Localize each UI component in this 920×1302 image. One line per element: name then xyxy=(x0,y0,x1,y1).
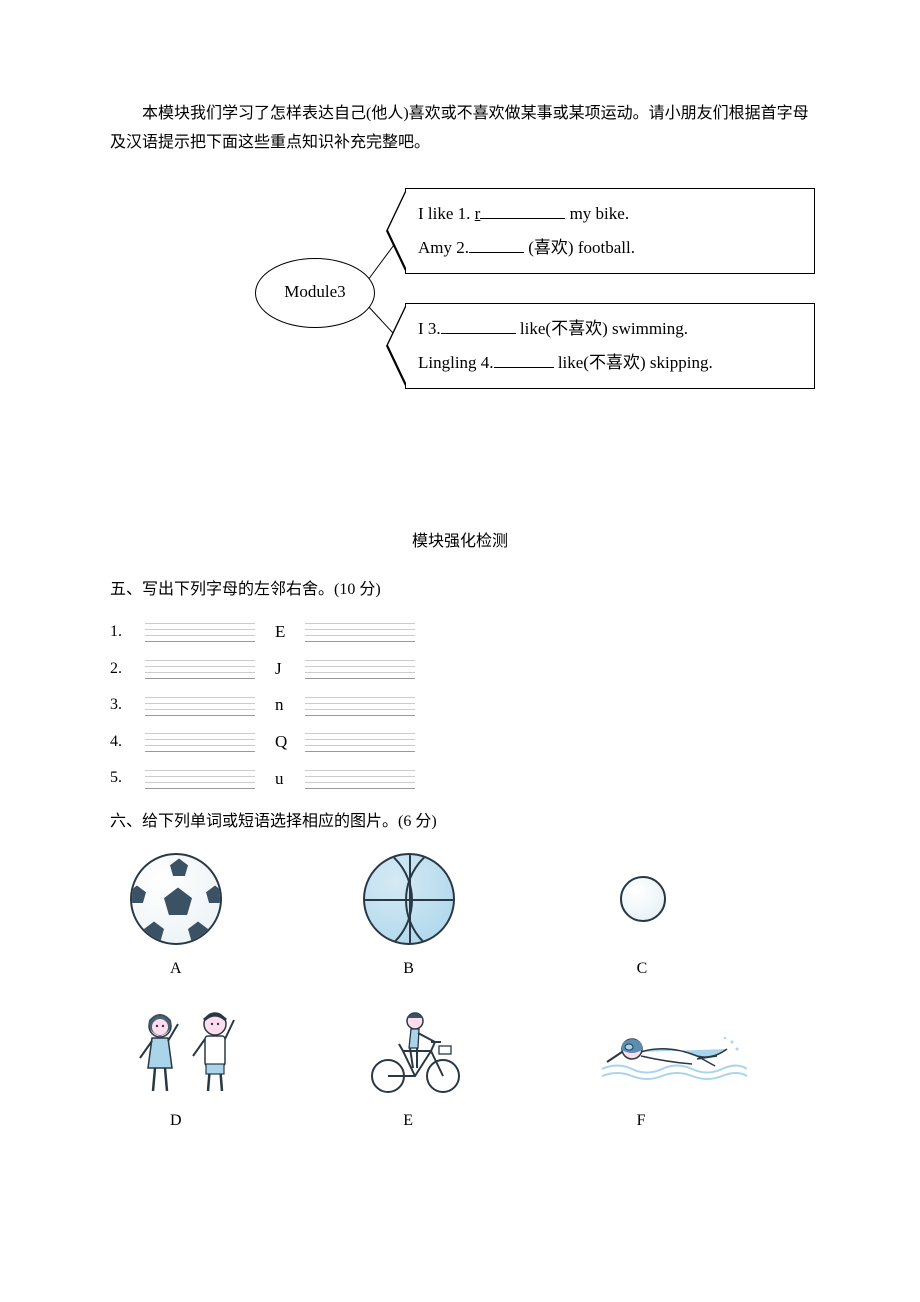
pic-cell-b: B xyxy=(343,852,576,984)
dislikes-box: I 3. like(不喜欢) swimming. Lingling 4. lik… xyxy=(405,303,815,389)
pic-cell-e: E xyxy=(343,1004,576,1136)
pic-label: B xyxy=(363,955,414,984)
kids-icon xyxy=(130,1004,260,1099)
basketball-icon xyxy=(363,852,455,947)
pic-cell-f: F xyxy=(577,1004,810,1136)
four-line-blank[interactable] xyxy=(305,658,415,680)
four-line-blank[interactable] xyxy=(145,731,255,753)
letter-mid: J xyxy=(275,654,305,685)
line3-prefix: I 3. xyxy=(418,319,441,338)
four-line-blank[interactable] xyxy=(145,621,255,643)
q6-header: 六、给下列单词或短语选择相应的图片。(6 分) xyxy=(110,808,810,837)
letter-mid: u xyxy=(275,764,305,795)
pic-label: A xyxy=(130,955,182,984)
line3-suffix: like(不喜欢) swimming. xyxy=(516,319,688,338)
row-num: 3. xyxy=(110,691,145,720)
module-label: Module3 xyxy=(255,258,375,328)
letter-mid: Q xyxy=(275,727,305,758)
smallball-icon xyxy=(597,852,689,947)
letter-row: 3. n xyxy=(110,690,810,721)
four-line-blank[interactable] xyxy=(305,731,415,753)
section-title: 模块强化检测 xyxy=(110,528,810,557)
pic-cell-d: D xyxy=(110,1004,343,1136)
line-1: I like 1. r my bike. xyxy=(418,197,802,231)
line2-hint: (喜欢) football. xyxy=(524,238,635,257)
letter-row: 2. J xyxy=(110,654,810,685)
line1-suffix: my bike. xyxy=(565,204,629,223)
line-3: I 3. like(不喜欢) swimming. xyxy=(418,312,802,346)
blank-3[interactable] xyxy=(441,317,516,334)
blank-4[interactable] xyxy=(494,351,554,368)
q5-header: 五、写出下列字母的左邻右舍。(10 分) xyxy=(110,576,810,605)
pic-label: C xyxy=(597,955,648,984)
line1-prefix: I like 1. xyxy=(418,204,475,223)
four-line-blank[interactable] xyxy=(305,768,415,790)
pic-label: F xyxy=(597,1107,646,1136)
row-num: 2. xyxy=(110,655,145,684)
picture-grid: A B C xyxy=(110,852,810,1156)
line-2: Amy 2. (喜欢) football. xyxy=(418,231,802,265)
line4-suffix: like(不喜欢) skipping. xyxy=(554,353,713,372)
row-num: 5. xyxy=(110,764,145,793)
soccer-icon xyxy=(130,852,222,947)
four-line-blank[interactable] xyxy=(145,658,255,680)
four-line-blank[interactable] xyxy=(145,695,255,717)
row-num: 4. xyxy=(110,728,145,757)
line2-prefix: Amy 2. xyxy=(418,238,469,257)
letter-mid: E xyxy=(275,617,305,648)
bike-icon xyxy=(363,1004,473,1099)
pic-label: D xyxy=(130,1107,182,1136)
four-line-blank[interactable] xyxy=(305,621,415,643)
module-diagram: Module3 I like 1. r my bike. Amy 2. (喜欢)… xyxy=(180,188,880,408)
pic-label: E xyxy=(363,1107,413,1136)
blank-1[interactable] xyxy=(480,202,565,219)
intro-paragraph: 本模块我们学习了怎样表达自己(他人)喜欢或不喜欢做某事或某项运动。请小朋友们根据… xyxy=(110,100,810,158)
letter-row: 5. u xyxy=(110,764,810,795)
pic-cell-a: A xyxy=(110,852,343,984)
line4-prefix: Lingling 4. xyxy=(418,353,494,372)
swim-icon xyxy=(597,1004,747,1099)
line-4: Lingling 4. like(不喜欢) skipping. xyxy=(418,346,802,380)
letter-row: 4. Q xyxy=(110,727,810,758)
letter-row: 1. E xyxy=(110,617,810,648)
letter-table: 1. E 2. J 3. n 4. Q 5. u xyxy=(110,617,810,794)
letter-mid: n xyxy=(275,690,305,721)
pic-cell-c: C xyxy=(577,852,810,984)
four-line-blank[interactable] xyxy=(305,695,415,717)
likes-box: I like 1. r my bike. Amy 2. (喜欢) footbal… xyxy=(405,188,815,274)
four-line-blank[interactable] xyxy=(145,768,255,790)
row-num: 1. xyxy=(110,618,145,647)
blank-2[interactable] xyxy=(469,236,524,253)
